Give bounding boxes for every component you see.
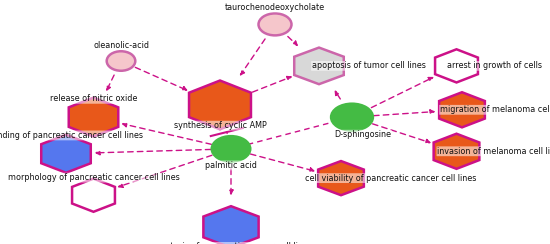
Text: D-sphingosine: D-sphingosine [334, 130, 392, 139]
Polygon shape [41, 135, 91, 173]
Text: arrest in growth of cells: arrest in growth of cells [448, 61, 542, 70]
Text: binding of pancreatic cancer cell lines: binding of pancreatic cancer cell lines [0, 131, 142, 140]
Text: palmitic acid: palmitic acid [205, 161, 257, 170]
Polygon shape [72, 179, 115, 212]
Text: oleanolic-acid: oleanolic-acid [93, 41, 149, 50]
Text: migration of melanoma cell lines: migration of melanoma cell lines [439, 105, 550, 114]
Polygon shape [69, 98, 118, 137]
Text: cell viability of pancreatic cancer cell lines: cell viability of pancreatic cancer cell… [305, 174, 476, 183]
Polygon shape [439, 92, 485, 127]
Text: synthesis of cyclic AMP: synthesis of cyclic AMP [174, 121, 266, 130]
Polygon shape [204, 206, 258, 244]
Text: morphology of pancreatic cancer cell lines: morphology of pancreatic cancer cell lin… [8, 173, 179, 182]
Text: taurochenodeoxycholate: taurochenodeoxycholate [225, 3, 325, 12]
Text: apoptosis of pancreatic cancer cell lines: apoptosis of pancreatic cancer cell line… [150, 243, 312, 244]
Polygon shape [435, 49, 478, 82]
Text: invasion of melanoma cell lines: invasion of melanoma cell lines [437, 147, 550, 156]
Ellipse shape [258, 13, 292, 35]
Ellipse shape [331, 104, 373, 131]
Text: apoptosis of tumor cell lines: apoptosis of tumor cell lines [311, 61, 426, 70]
Ellipse shape [212, 136, 250, 162]
Polygon shape [433, 134, 480, 169]
Polygon shape [318, 161, 364, 195]
Polygon shape [189, 81, 251, 129]
Ellipse shape [107, 51, 135, 71]
Polygon shape [294, 48, 344, 84]
Text: release of nitric oxide: release of nitric oxide [50, 94, 137, 103]
